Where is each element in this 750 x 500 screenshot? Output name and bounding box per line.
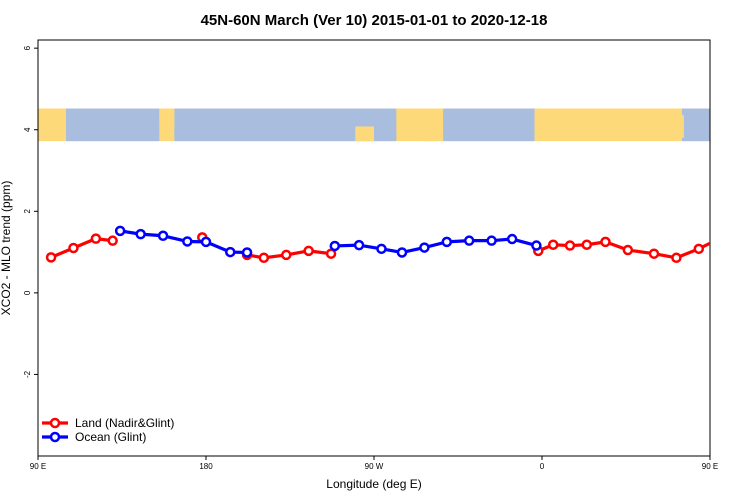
data-point [547,239,559,250]
y-tick-label: 4 [23,127,32,132]
y-axis-label: XCO2 - MLO trend (ppm) [0,181,13,316]
x-tick-label: 90 W [365,462,384,471]
data-point [531,240,542,251]
x-tick-label: 90 E [30,462,46,471]
data-point [732,237,740,245]
data-point [463,235,475,246]
world-map-band [38,108,710,142]
map-ocean-region [443,108,535,142]
series-land [45,232,740,264]
legend-label: Land (Nadir&Glint) [75,416,174,430]
x-tick-label: 0 [540,462,545,471]
data-point [225,246,236,258]
legend-marker [49,431,61,443]
x-tick-label: 90 E [702,462,718,471]
legend: Land (Nadir&Glint)Ocean (Glint) [42,416,174,444]
data-point [200,236,212,248]
series-line [744,231,750,236]
map-land-patch [396,108,423,124]
data-point [329,240,341,252]
data-point [68,242,79,254]
data-point [396,247,408,258]
data-point [182,236,193,247]
data-point [114,225,126,237]
map-land-patch [672,115,684,138]
map-ocean-region [682,108,710,142]
series-layer [45,225,750,264]
data-point [45,252,57,263]
data-point [90,233,102,244]
data-point [281,249,292,261]
data-point [241,247,253,258]
data-point [506,233,518,245]
map-ocean-region [66,108,160,142]
data-point [600,236,611,248]
y-axis: -2 0 2 4 6 [23,45,38,378]
legend-label: Ocean (Glint) [75,430,146,444]
data-point [303,245,314,257]
y-tick-label: 2 [23,209,32,214]
series-ocean [114,225,750,258]
data-point [107,235,118,246]
data-point [325,248,337,259]
map-land-patch [159,108,175,127]
x-tick-label: 180 [199,462,213,471]
data-point [441,236,453,248]
series-line [50,237,113,259]
data-point [258,252,270,264]
data-point [671,252,682,264]
data-point [740,227,748,235]
data-point [419,242,430,253]
legend-marker [49,417,61,429]
data-point [157,230,169,242]
data-point [622,244,634,256]
y-tick-label: -2 [23,370,32,378]
data-point [693,243,705,255]
series-line [334,237,537,255]
data-point [648,248,660,259]
map-land-patch [355,126,374,142]
data-point [715,235,723,243]
data-point [564,240,576,251]
data-point [486,235,497,246]
x-axis: 90 E 180 90 W 0 90 E [30,456,718,471]
data-point [353,239,365,251]
x-axis-label: Longitude (deg E) [326,477,421,491]
map-land-patch [422,118,444,142]
y-tick-label: 6 [23,45,32,50]
data-point [135,228,146,240]
data-point [581,239,593,250]
y-tick-label: 0 [23,290,32,295]
chart-title: 45N-60N March (Ver 10) 2015-01-01 to 202… [201,12,548,29]
data-point [376,243,387,255]
